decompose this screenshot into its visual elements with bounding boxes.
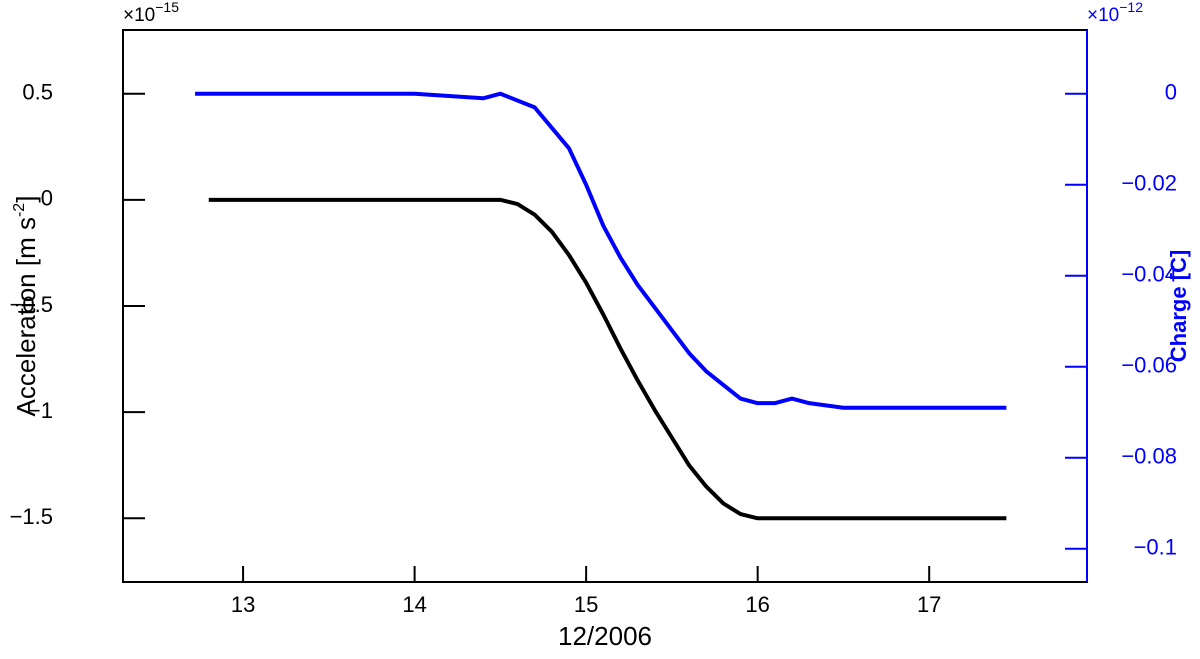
y-label-sup: -2 bbox=[11, 203, 28, 217]
y-multiplier-base: ×10 bbox=[123, 5, 155, 26]
y2-axis-label: Charge [C] bbox=[1166, 250, 1191, 362]
data-line bbox=[208, 197, 1007, 521]
plot-frame bbox=[122, 29, 1088, 583]
y2-multiplier: ×10−12 bbox=[1087, 0, 1143, 26]
y-multiplier: ×10−15 bbox=[123, 0, 179, 26]
y-axis-label: Acceleration [m s-2] bbox=[11, 196, 41, 417]
x-tick-label: 16 bbox=[745, 592, 769, 617]
y-tick-label: 0.5 bbox=[22, 80, 53, 105]
y-label-text: Acceleration [m s bbox=[11, 217, 41, 416]
y2-tick-label: −0.04 bbox=[1121, 262, 1177, 287]
y-tick-label: −0.5 bbox=[10, 292, 53, 317]
y2-multiplier-exp: −12 bbox=[1119, 0, 1143, 15]
x-tick-label: 15 bbox=[574, 592, 598, 617]
y2-multiplier-base: ×10 bbox=[1087, 5, 1119, 26]
y2-tick-label: −0.06 bbox=[1121, 353, 1177, 378]
y2-tick-label: −0.08 bbox=[1121, 444, 1177, 469]
y2-tick-label: −0.1 bbox=[1134, 535, 1177, 560]
x-tick-label: 17 bbox=[917, 592, 941, 617]
x-tick-label: 13 bbox=[231, 592, 255, 617]
y-label-end: ] bbox=[11, 196, 41, 203]
y2-tick-label: 0 bbox=[1165, 80, 1177, 105]
y-multiplier-exp: −15 bbox=[155, 0, 179, 15]
x-axis-label: 12/2006 bbox=[558, 621, 652, 651]
x-tick-label: 14 bbox=[402, 592, 426, 617]
data-line bbox=[195, 91, 1007, 410]
y-tick-label: −1 bbox=[28, 398, 53, 423]
y2-tick-label: −0.02 bbox=[1121, 171, 1177, 196]
y-tick-label: −1.5 bbox=[10, 504, 53, 529]
y-tick-label: 0 bbox=[41, 186, 53, 211]
